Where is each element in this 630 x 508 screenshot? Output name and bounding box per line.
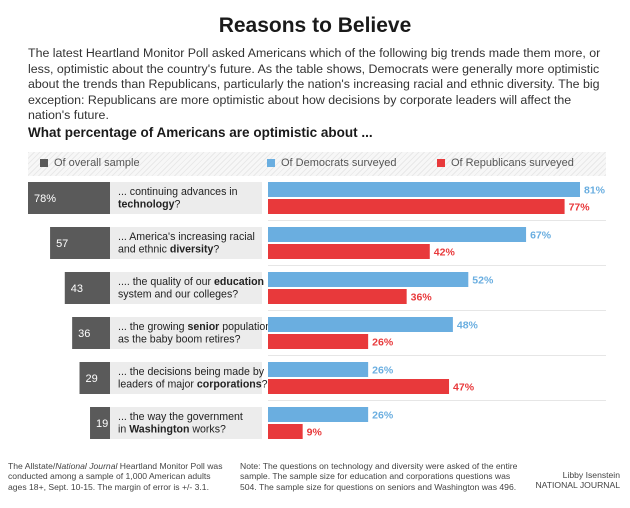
category-label-panel <box>90 407 263 439</box>
footer-source-italic: National Journal <box>55 461 118 471</box>
intro-paragraph: The latest Heartland Monitor Poll asked … <box>28 46 601 123</box>
republicans-value-label: 36% <box>411 292 433 304</box>
democrats-value-label: 81% <box>584 185 606 197</box>
democrats-bar <box>268 407 369 422</box>
legend-item-republicans: Of Republicans surveyed <box>437 157 574 169</box>
republicans-value-label: 47% <box>453 382 475 394</box>
overall-bar <box>72 317 110 349</box>
democrats-bar <box>268 227 527 242</box>
footer-note: Note: The questions on technology and di… <box>240 461 518 492</box>
legend-band <box>28 152 606 176</box>
overall-bar <box>90 407 110 439</box>
legend-swatch-overall <box>40 159 48 167</box>
overall-value-label: 29 <box>86 373 98 385</box>
democrats-value-label: 26% <box>372 410 394 422</box>
footer-source-post: Heartland Monitor Poll was conducted amo… <box>8 461 223 492</box>
overall-value-label: 57 <box>56 238 68 250</box>
democrats-value-label: 52% <box>472 275 494 287</box>
overall-value-label: 19 <box>96 418 108 430</box>
overall-value-label: 43 <box>71 283 83 295</box>
category-label: ... the way the government in Washington … <box>118 411 243 436</box>
legend-item-overall: Of overall sample <box>40 157 140 169</box>
category-label: .... the quality of our education system … <box>118 276 264 301</box>
legend-swatch-democrats <box>267 159 275 167</box>
republicans-value-label: 77% <box>569 202 591 214</box>
category-label: ... the decisions being made by leaders o… <box>118 366 268 391</box>
footer-source: The Allstate/National Journal Heartland … <box>8 461 226 492</box>
legend-label-republicans: Of Republicans surveyed <box>451 157 574 169</box>
overall-value-label: 36 <box>78 328 90 340</box>
democrats-value-label: 67% <box>530 230 552 242</box>
republicans-bar <box>268 379 450 394</box>
overall-bar <box>50 227 110 259</box>
democrats-bar <box>268 272 469 287</box>
republicans-value-label: 42% <box>434 247 456 259</box>
democrats-value-label: 48% <box>457 320 479 332</box>
democrats-bar <box>268 182 580 197</box>
legend-item-democrats: Of Democrats surveyed <box>267 157 397 169</box>
question-heading: What percentage of Americans are optimis… <box>28 125 373 140</box>
republicans-bar <box>268 334 369 349</box>
overall-bar <box>64 272 110 304</box>
democrats-bar <box>268 317 453 332</box>
category-label: ... the growing senior population as the … <box>118 321 271 346</box>
republicans-bar <box>268 244 430 259</box>
republicans-value-label: 9% <box>307 427 323 439</box>
democrats-value-label: 26% <box>372 365 394 377</box>
bar-chart: 78% ... continuing advances in technology?… <box>28 182 606 439</box>
footer-author: Libby Isenstein <box>562 470 620 480</box>
republicans-value-label: 26% <box>372 337 394 349</box>
chart-title: Reasons to Believe <box>218 14 412 37</box>
republicans-bar <box>268 289 407 304</box>
democrats-bar <box>268 362 369 377</box>
republicans-bar <box>268 424 303 439</box>
category-label: ... continuing advances in technology? <box>118 186 238 211</box>
footer-org: NATIONAL JOURNAL <box>535 480 620 491</box>
legend-label-overall: Of overall sample <box>54 157 140 169</box>
legend-swatch-republicans <box>437 159 445 167</box>
legend-label-democrats: Of Democrats surveyed <box>281 157 397 169</box>
overall-value-label: 78% <box>34 193 56 205</box>
footer-source-pre: The Allstate/ <box>8 461 56 471</box>
overall-bar <box>79 362 110 394</box>
overall-bar <box>28 182 110 214</box>
footer-credit: Libby Isenstein NATIONAL JOURNAL <box>520 470 620 491</box>
category-label: ... America's increasing racial and ethni… <box>118 231 255 256</box>
republicans-bar <box>268 199 565 214</box>
